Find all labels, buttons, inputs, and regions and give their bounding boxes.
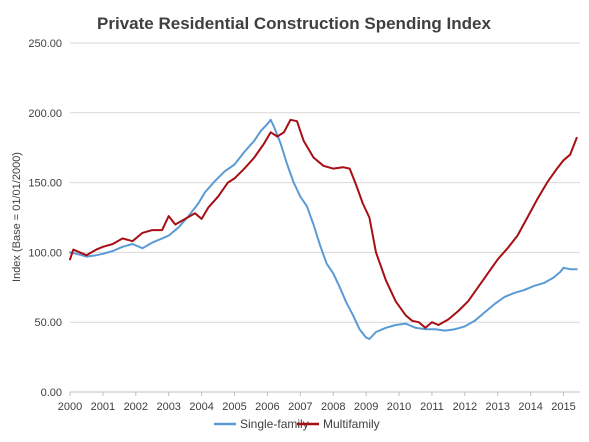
x-tick-label: 2011 — [420, 401, 444, 413]
legend: Single-family Multifamily — [214, 417, 380, 431]
x-axis-ticks: 2000 2001 2002 2003 2004 2005 2006 2007 2008 2009… — [58, 392, 576, 413]
x-tick-label: 2014 — [518, 401, 542, 413]
x-tick-label: 2006 — [255, 401, 279, 413]
x-tick-label: 2012 — [453, 401, 477, 413]
x-tick-label: 2004 — [189, 401, 213, 413]
x-tick-label: 2002 — [124, 401, 148, 413]
y-tick-label: 0.00 — [41, 387, 62, 399]
y-tick-label: 100.00 — [28, 247, 62, 259]
x-tick-label: 2003 — [156, 401, 180, 413]
chart-title: Private Residential Construction Spendin… — [97, 14, 491, 33]
y-tick-label: 150.00 — [28, 178, 62, 190]
x-tick-label: 2010 — [387, 401, 411, 413]
x-tick-label: 2015 — [551, 401, 575, 413]
x-tick-label: 2008 — [321, 401, 345, 413]
x-tick-label: 2000 — [58, 401, 82, 413]
grid — [70, 42, 580, 323]
y-axis-ticks: 0.00 50.00 100.00 150.00 200.00 250.00 — [28, 38, 62, 399]
series-lines — [69, 118, 578, 340]
y-tick-label: 250.00 — [28, 38, 62, 50]
y-tick-label: 200.00 — [28, 108, 62, 120]
x-tick-label: 2013 — [485, 401, 509, 413]
series-line-single-family — [69, 118, 578, 340]
y-tick-label: 50.00 — [34, 317, 62, 329]
x-tick-label: 2005 — [222, 401, 246, 413]
x-tick-label: 2009 — [354, 401, 378, 413]
x-tick-label: 2001 — [91, 401, 115, 413]
legend-label-single-family: Single-family — [240, 417, 309, 431]
x-tick-label: 2007 — [288, 401, 312, 413]
series-line-multifamily — [69, 118, 578, 329]
legend-label-multifamily: Multifamily — [323, 417, 380, 431]
y-axis-title: Index (Base = 01/01/2000) — [11, 152, 23, 282]
